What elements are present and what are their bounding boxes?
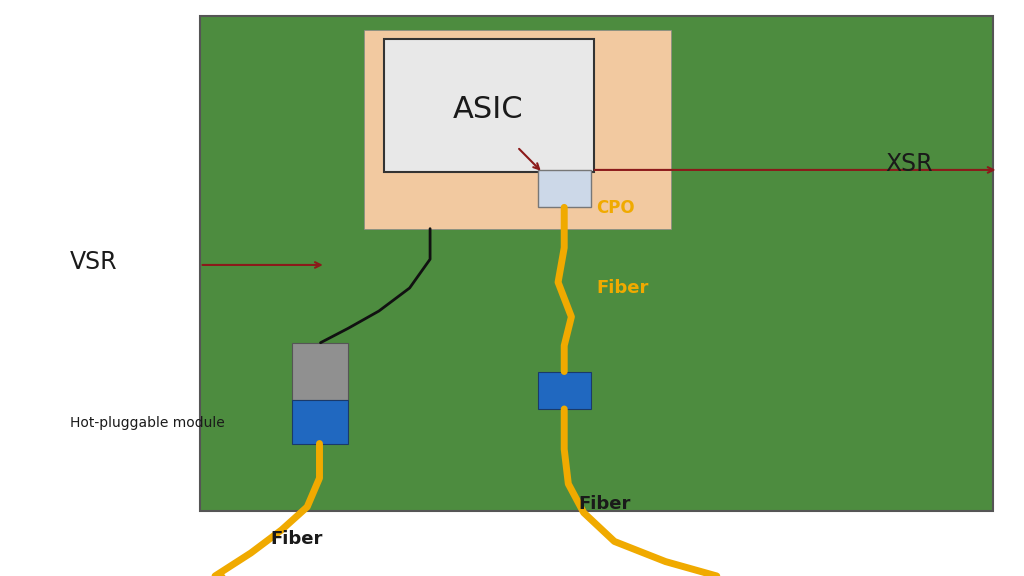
Bar — [292, 400, 348, 444]
Text: XSR: XSR — [886, 152, 934, 176]
Text: Hot-pluggable module: Hot-pluggable module — [70, 416, 224, 430]
Bar — [292, 343, 348, 400]
Text: CPO: CPO — [596, 199, 635, 217]
Bar — [200, 16, 993, 511]
Text: Fiber: Fiber — [270, 529, 324, 548]
Bar — [384, 39, 594, 172]
Text: Fiber: Fiber — [579, 495, 631, 513]
Bar — [364, 30, 671, 229]
Bar — [538, 372, 591, 409]
Text: VSR: VSR — [70, 250, 118, 274]
Text: ASIC: ASIC — [454, 95, 523, 124]
Bar — [538, 170, 591, 207]
Text: Fiber: Fiber — [596, 279, 648, 297]
